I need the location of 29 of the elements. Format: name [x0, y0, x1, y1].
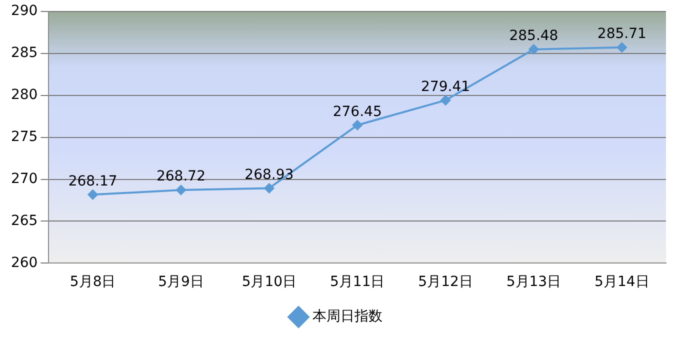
- y-tick-label: 265: [10, 212, 38, 229]
- point: [528, 44, 539, 54]
- x-tick-label: 5月9日: [158, 274, 204, 290]
- x-tick-label: 5月13日: [506, 274, 562, 290]
- y-tick-label: 280: [10, 86, 38, 103]
- x-tick-label: 5月11日: [330, 274, 385, 290]
- point: [264, 183, 274, 194]
- data-label: 268.72: [156, 168, 206, 185]
- data-label: 268.17: [68, 173, 118, 190]
- point: [176, 185, 186, 196]
- y-tick-label: 270: [10, 170, 38, 187]
- x-tick-label: 5月8日: [70, 274, 116, 290]
- y-tick-label: 260: [10, 254, 38, 271]
- y-tick-label: 290: [10, 3, 38, 20]
- x-tick-label: 5月12日: [418, 274, 473, 290]
- data-label: 276.45: [332, 104, 382, 120]
- legend-label: 本周日指数: [312, 308, 382, 325]
- data-label: 285.48: [509, 28, 558, 44]
- data-label: 279.41: [421, 78, 470, 95]
- point: [440, 95, 451, 106]
- data-label: 268.93: [244, 166, 294, 183]
- x-tick-label: 5月14日: [594, 274, 650, 290]
- data-label: 285.71: [597, 26, 646, 42]
- point: [616, 42, 627, 52]
- x-tick-label: 5月10日: [242, 274, 297, 290]
- y-tick-label: 285: [10, 45, 38, 62]
- y-tick-label: 275: [10, 128, 38, 145]
- point: [352, 120, 362, 130]
- point: [88, 190, 98, 200]
